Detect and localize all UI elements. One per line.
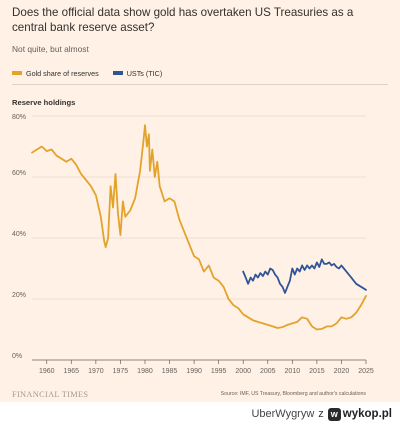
x-tick-label: 1975 xyxy=(113,368,129,375)
legend-item-usts: USTs (TIC) xyxy=(112,68,163,78)
x-tick-label: 1990 xyxy=(186,368,202,375)
chart-panel-title: Reserve holdings xyxy=(12,98,76,107)
credit-user[interactable]: UberWygryw xyxy=(251,408,315,420)
wykop-w-icon: w xyxy=(327,407,341,421)
x-tick-label: 2025 xyxy=(358,368,374,375)
x-tick-label: 1985 xyxy=(162,368,178,375)
legend-label-gold: Gold share of reserves xyxy=(26,68,99,78)
legend: Gold share of reserves USTs (TIC) xyxy=(12,67,162,79)
x-tick-label: 1980 xyxy=(137,368,153,375)
chart-subtitle: Not quite, but almost xyxy=(12,44,89,54)
x-tick-label: 2000 xyxy=(235,368,251,375)
legend-swatch-gold xyxy=(12,71,22,75)
line-chart: 0% 20% 40% 60% 80% 1960 1965 1970 1975 1980 1985 19… xyxy=(12,114,374,375)
y-tick-label: 20% xyxy=(12,292,26,299)
legend-label-usts: USTs (TIC) xyxy=(126,68,163,78)
legend-swatch-usts xyxy=(112,71,123,75)
credit-connector: z xyxy=(318,408,324,420)
divider xyxy=(12,84,388,85)
gold-share-line xyxy=(31,124,367,331)
y-tick-label: 40% xyxy=(12,231,26,238)
source-note: Source: IMF, US Treasury, Bloomberg and … xyxy=(220,391,366,397)
y-tick-label: 0% xyxy=(12,353,22,360)
usts-line xyxy=(242,258,367,294)
x-tick-label: 1960 xyxy=(39,368,55,375)
publisher-logo: FINANCIAL TIMES xyxy=(12,390,89,399)
credit: UberWygryw z w wykop.pl xyxy=(251,407,392,421)
y-tick-label: 80% xyxy=(12,114,26,121)
x-tick-label: 2015 xyxy=(309,368,325,375)
x-tick-label: 1965 xyxy=(64,368,80,375)
chart-card: Does the official data show gold has ove… xyxy=(0,0,400,402)
x-tick-label: 2010 xyxy=(285,368,301,375)
x-tick-label: 1995 xyxy=(211,368,227,375)
x-tick-label: 1970 xyxy=(88,368,104,375)
y-tick-label: 60% xyxy=(12,170,26,177)
wykop-logo[interactable]: w wykop.pl xyxy=(327,407,392,421)
footer-bar: UberWygryw z w wykop.pl xyxy=(0,402,400,424)
wykop-site-label: wykop.pl xyxy=(342,408,392,420)
legend-item-gold: Gold share of reserves xyxy=(12,69,99,78)
chart-title: Does the official data show gold has ove… xyxy=(12,6,354,34)
x-tick-label: 2005 xyxy=(260,368,276,375)
x-tick-label: 2020 xyxy=(334,368,350,375)
